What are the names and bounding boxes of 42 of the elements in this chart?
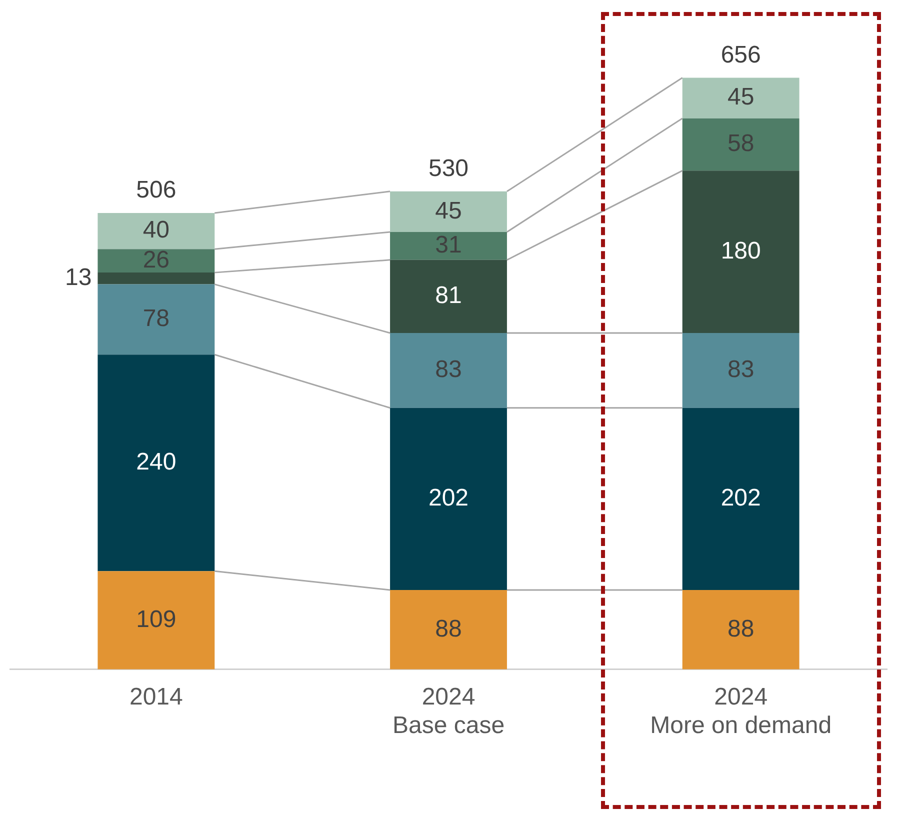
x-tick-label: 2024 Base case	[392, 683, 505, 740]
data-label: 88	[435, 615, 462, 642]
bar	[682, 408, 800, 590]
bar	[682, 78, 800, 118]
data-label: 202	[428, 484, 469, 512]
data-label: 81	[435, 282, 462, 310]
total-label: 506	[136, 176, 176, 204]
data-label: 202	[720, 484, 761, 512]
bar	[682, 590, 800, 670]
data-label: 88	[727, 615, 754, 642]
bar	[98, 571, 215, 670]
x-tick-label: 2024 More on demand	[650, 683, 832, 740]
data-label: 240	[136, 448, 176, 476]
data-label: 45	[435, 197, 462, 224]
data-label: 109	[136, 606, 176, 633]
bar	[682, 332, 800, 408]
data-label: 13	[64, 264, 92, 292]
data-label: 31	[435, 232, 462, 259]
bar	[98, 249, 215, 273]
bar	[682, 170, 800, 333]
bar	[390, 260, 507, 333]
data-label: 180	[720, 237, 761, 264]
bar	[98, 354, 215, 572]
data-label: 58	[727, 130, 754, 158]
x-tick-label: 2014	[129, 683, 183, 710]
bar	[682, 118, 800, 171]
data-label: 83	[727, 356, 754, 384]
data-label: 83	[435, 356, 462, 384]
bar	[390, 332, 507, 408]
data-label: 26	[142, 246, 170, 274]
bar	[98, 272, 215, 284]
data-label: 40	[142, 216, 170, 244]
bar	[98, 213, 215, 250]
bar	[390, 232, 507, 260]
bar	[390, 590, 507, 670]
total-label: 656	[720, 41, 761, 68]
bar	[390, 191, 507, 232]
bar	[98, 284, 215, 355]
bar	[390, 408, 507, 590]
total-label: 530	[428, 155, 469, 182]
data-label: 45	[727, 84, 754, 111]
data-label: 78	[142, 305, 170, 332]
